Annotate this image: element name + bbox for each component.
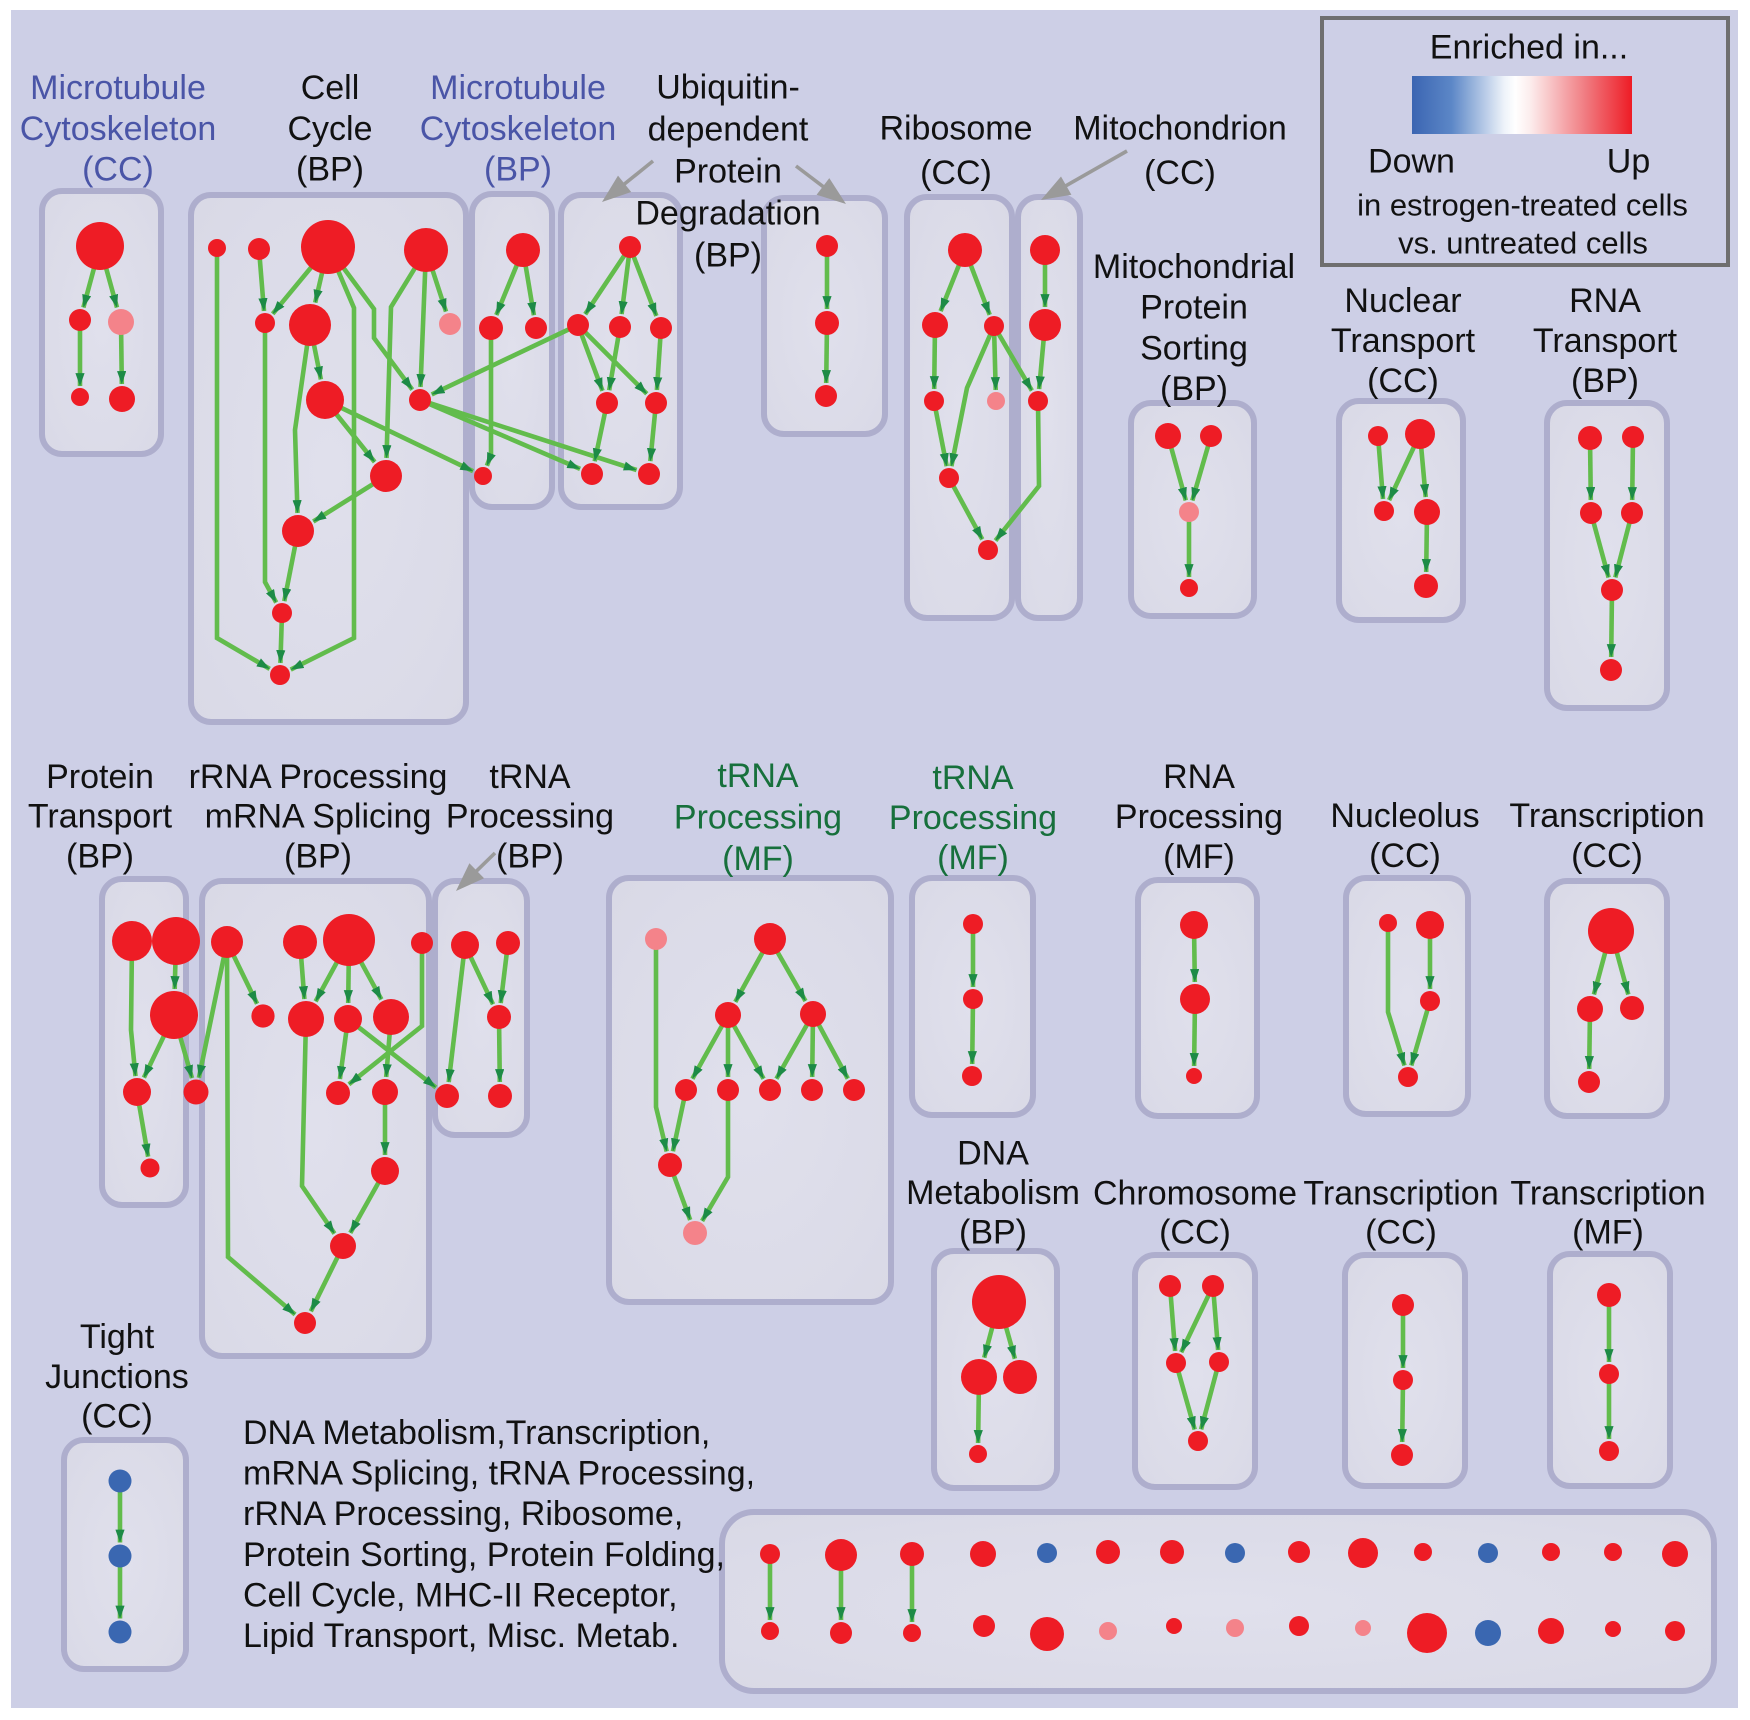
svg-text:(CC): (CC)	[920, 154, 992, 192]
svg-text:DNA Metabolism,Transcription,: DNA Metabolism,Transcription,	[243, 1414, 710, 1452]
svg-text:Tight: Tight	[80, 1318, 155, 1356]
svg-text:(BP): (BP)	[296, 151, 364, 189]
svg-text:dependent: dependent	[648, 111, 809, 149]
svg-text:(BP): (BP)	[959, 1214, 1027, 1252]
svg-text:tRNA: tRNA	[932, 759, 1014, 797]
svg-text:Chromosome: Chromosome	[1093, 1175, 1297, 1213]
svg-text:(BP): (BP)	[1160, 370, 1228, 408]
svg-text:(MF): (MF)	[1163, 838, 1235, 876]
svg-text:Up: Up	[1607, 142, 1650, 180]
svg-text:mRNA Splicing, tRNA Processing: mRNA Splicing, tRNA Processing,	[243, 1455, 755, 1493]
svg-text:Transport: Transport	[1533, 322, 1678, 360]
svg-text:(CC): (CC)	[82, 151, 154, 189]
svg-text:(BP): (BP)	[496, 837, 564, 875]
svg-text:Ribosome: Ribosome	[879, 110, 1032, 148]
svg-text:tRNA: tRNA	[717, 757, 799, 795]
svg-text:(CC): (CC)	[1365, 1214, 1437, 1252]
svg-text:Nuclear: Nuclear	[1344, 282, 1461, 320]
svg-text:(MF): (MF)	[937, 839, 1009, 877]
svg-text:Degradation: Degradation	[635, 195, 820, 233]
svg-text:(BP): (BP)	[66, 837, 134, 875]
svg-text:Transcription: Transcription	[1509, 797, 1704, 835]
svg-text:(CC): (CC)	[1571, 837, 1643, 875]
svg-text:(CC): (CC)	[1144, 154, 1216, 192]
svg-text:Cell: Cell	[301, 69, 360, 107]
svg-text:Cell Cycle, MHC-II Receptor,: Cell Cycle, MHC-II Receptor,	[243, 1576, 678, 1614]
svg-text:Down: Down	[1368, 142, 1455, 180]
svg-text:tRNA: tRNA	[489, 758, 571, 796]
svg-text:Microtubule: Microtubule	[30, 69, 206, 107]
svg-text:in estrogen-treated cells: in estrogen-treated cells	[1357, 188, 1688, 223]
svg-text:Mitochondrial: Mitochondrial	[1093, 248, 1295, 286]
svg-text:Protein: Protein	[674, 153, 782, 191]
svg-text:rRNA Processing, Ribosome,: rRNA Processing, Ribosome,	[243, 1495, 683, 1533]
svg-text:Processing: Processing	[889, 799, 1057, 837]
svg-text:(CC): (CC)	[1159, 1214, 1231, 1252]
svg-text:Mitochondrion: Mitochondrion	[1073, 110, 1287, 148]
svg-text:RNA: RNA	[1163, 758, 1235, 796]
svg-text:vs. untreated cells: vs. untreated cells	[1398, 225, 1648, 260]
svg-text:(BP): (BP)	[284, 837, 352, 875]
svg-text:(MF): (MF)	[1572, 1214, 1644, 1252]
svg-text:Junctions: Junctions	[45, 1358, 189, 1396]
svg-text:Ubiquitin-: Ubiquitin-	[656, 69, 800, 107]
svg-text:(BP): (BP)	[484, 151, 552, 189]
svg-text:Nucleolus: Nucleolus	[1330, 797, 1479, 835]
svg-text:Cycle: Cycle	[287, 110, 372, 148]
svg-text:Processing: Processing	[1115, 798, 1283, 836]
svg-text:Processing: Processing	[446, 798, 614, 836]
svg-text:Microtubule: Microtubule	[430, 69, 606, 107]
svg-text:Sorting: Sorting	[1140, 329, 1248, 367]
svg-text:Transport: Transport	[28, 798, 173, 836]
svg-text:Processing: Processing	[674, 799, 842, 837]
svg-text:rRNA Processing: rRNA Processing	[189, 758, 448, 796]
svg-text:Protein Sorting, Protein Foldi: Protein Sorting, Protein Folding,	[243, 1536, 725, 1574]
svg-text:(BP): (BP)	[1571, 362, 1639, 400]
svg-text:Transcription: Transcription	[1303, 1175, 1498, 1213]
svg-text:(MF): (MF)	[722, 840, 794, 878]
svg-text:Cytoskeleton: Cytoskeleton	[420, 110, 617, 148]
svg-text:Cytoskeleton: Cytoskeleton	[20, 110, 217, 148]
svg-text:(CC): (CC)	[1367, 362, 1439, 400]
svg-text:(CC): (CC)	[81, 1398, 153, 1436]
svg-text:Metabolism: Metabolism	[906, 1174, 1080, 1212]
svg-text:RNA: RNA	[1569, 282, 1641, 320]
svg-text:Transcription: Transcription	[1510, 1175, 1705, 1213]
svg-text:Protein: Protein	[46, 758, 154, 796]
svg-text:Transport: Transport	[1331, 322, 1476, 360]
svg-text:DNA: DNA	[957, 1135, 1029, 1173]
svg-text:Enriched in...: Enriched in...	[1430, 29, 1628, 67]
svg-text:mRNA Splicing: mRNA Splicing	[205, 798, 432, 836]
svg-text:Protein: Protein	[1140, 289, 1248, 327]
svg-text:Lipid Transport, Misc. Metab.: Lipid Transport, Misc. Metab.	[243, 1617, 680, 1655]
svg-text:(BP): (BP)	[694, 237, 762, 275]
svg-text:(CC): (CC)	[1369, 837, 1441, 875]
